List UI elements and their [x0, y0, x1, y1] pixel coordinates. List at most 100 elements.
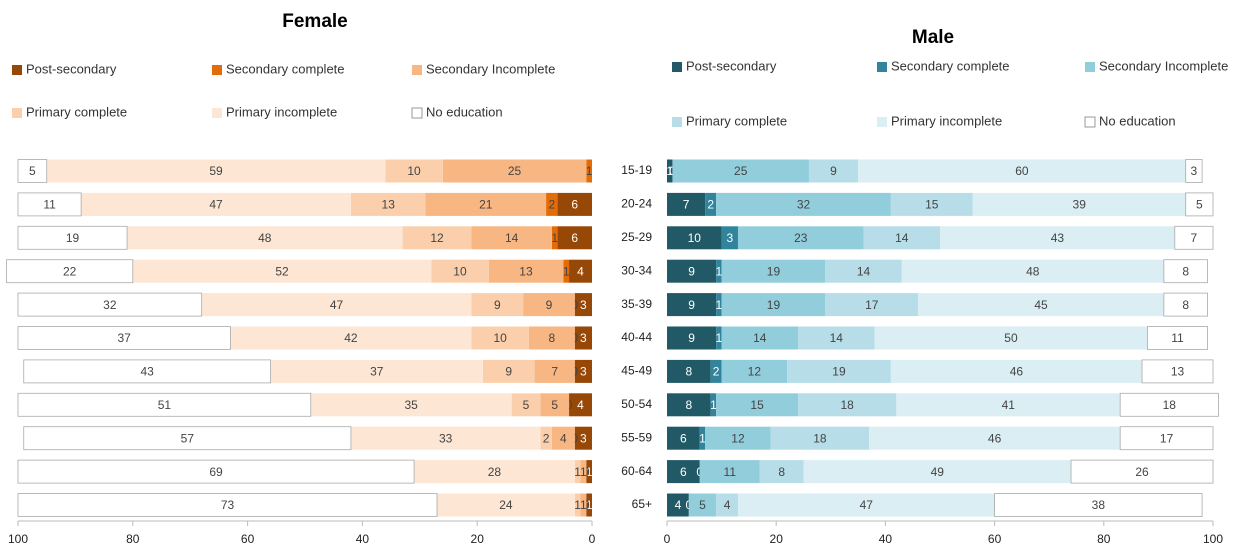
bar-segment [586, 460, 592, 484]
category-label: 30-34 [621, 263, 652, 277]
legend-swatch [412, 65, 422, 75]
bar-segment [586, 493, 592, 517]
legend-swatch [1084, 116, 1096, 128]
value-label: 21 [479, 198, 493, 212]
value-label: 35 [405, 398, 419, 412]
bar-segment [667, 326, 717, 350]
legend-swatch [411, 107, 423, 119]
bar-segment [667, 359, 711, 383]
category-label: 60-64 [621, 464, 652, 478]
value-label: 25 [734, 164, 748, 178]
legend-label: Secondary Incomplete [1099, 58, 1228, 73]
bar-segment [721, 326, 799, 350]
bar-segment [890, 359, 1143, 383]
value-label: 17 [1160, 431, 1174, 445]
value-label: 3 [1191, 164, 1198, 178]
bar-segment [17, 225, 128, 250]
bar-segment [534, 359, 575, 383]
value-label: 15 [750, 398, 764, 412]
bar-segment [580, 493, 587, 517]
legend-label: No education [1099, 113, 1176, 128]
value-label: 0 [583, 465, 590, 479]
category-label: 50-54 [621, 397, 652, 411]
value-label: 14 [830, 331, 844, 345]
value-label: 12 [430, 231, 444, 245]
value-label: 0 [571, 331, 578, 345]
value-label: 7 [1191, 231, 1198, 245]
bar-segment [523, 293, 575, 317]
chart-title: Male [912, 27, 954, 48]
bar-segment [1163, 292, 1208, 317]
value-label: 3 [580, 365, 587, 379]
bar-segment [569, 393, 592, 417]
value-label: 1 [710, 398, 717, 412]
legend-label: Post-secondary [26, 61, 117, 76]
bar-segment [798, 326, 875, 350]
bar-segment [994, 493, 1203, 517]
value-label: 47 [860, 498, 874, 512]
value-label: 12 [748, 365, 762, 379]
bar-segment [721, 293, 826, 317]
bar-segment [716, 293, 722, 317]
bar-segment [127, 226, 403, 250]
value-label: 3 [580, 331, 587, 345]
legend-label: Secondary Incomplete [426, 61, 555, 76]
value-label: 60 [1015, 164, 1029, 178]
value-label: 8 [685, 365, 692, 379]
bar-segment [1070, 459, 1214, 484]
bar-segment [798, 393, 897, 417]
bar-segment [716, 192, 891, 216]
value-label: 1 [574, 498, 581, 512]
bar-segment [667, 393, 711, 417]
bar-segment [574, 293, 592, 317]
value-label: 14 [895, 231, 909, 245]
bar-segment [1141, 359, 1214, 384]
bar-segment [688, 493, 717, 517]
value-label: 1 [574, 465, 581, 479]
bar-segment [667, 293, 717, 317]
category-label: 15-19 [621, 163, 652, 177]
value-label: 37 [118, 331, 132, 345]
value-label: 11 [43, 198, 56, 212]
value-label: 38 [1092, 498, 1106, 512]
bar-segment [17, 392, 312, 417]
bar-segment [667, 192, 706, 216]
bar-segment [863, 226, 940, 250]
legend-label: Primary incomplete [891, 113, 1002, 128]
x-tick-label: 60 [988, 532, 1002, 546]
bar-segment [17, 459, 415, 484]
bar-segment [667, 426, 700, 450]
bar-segment [705, 426, 771, 450]
bar-segment [540, 426, 552, 450]
bar-segment [569, 259, 592, 283]
value-label: 0 [571, 365, 578, 379]
bar-segment [787, 359, 891, 383]
bar-segment [716, 259, 722, 283]
value-label: 0 [571, 431, 578, 445]
legend-label: Secondary complete [891, 58, 1010, 73]
bar-segment [17, 292, 203, 317]
value-label: 4 [675, 498, 682, 512]
bar-segment [546, 192, 558, 216]
bar-segment [557, 192, 592, 216]
value-label: 3 [580, 298, 587, 312]
legend-swatch [672, 117, 682, 127]
value-label: 48 [258, 231, 272, 245]
bar-segment [511, 393, 541, 417]
bar-segment [471, 293, 524, 317]
bar-segment [716, 493, 738, 517]
value-label: 39 [1073, 198, 1087, 212]
value-label: 9 [688, 264, 695, 278]
value-label: 52 [275, 264, 289, 278]
value-label: 47 [209, 198, 223, 212]
value-label: 1 [699, 431, 706, 445]
bar-segment [825, 259, 902, 283]
value-label: 5 [523, 398, 530, 412]
bar-segment [721, 259, 826, 283]
value-label: 10 [453, 264, 467, 278]
legend-label: No education [426, 104, 503, 119]
bar-segment [574, 326, 592, 350]
value-label: 1 [580, 465, 587, 479]
value-label: 73 [221, 498, 235, 512]
bar-segment [874, 326, 1148, 350]
